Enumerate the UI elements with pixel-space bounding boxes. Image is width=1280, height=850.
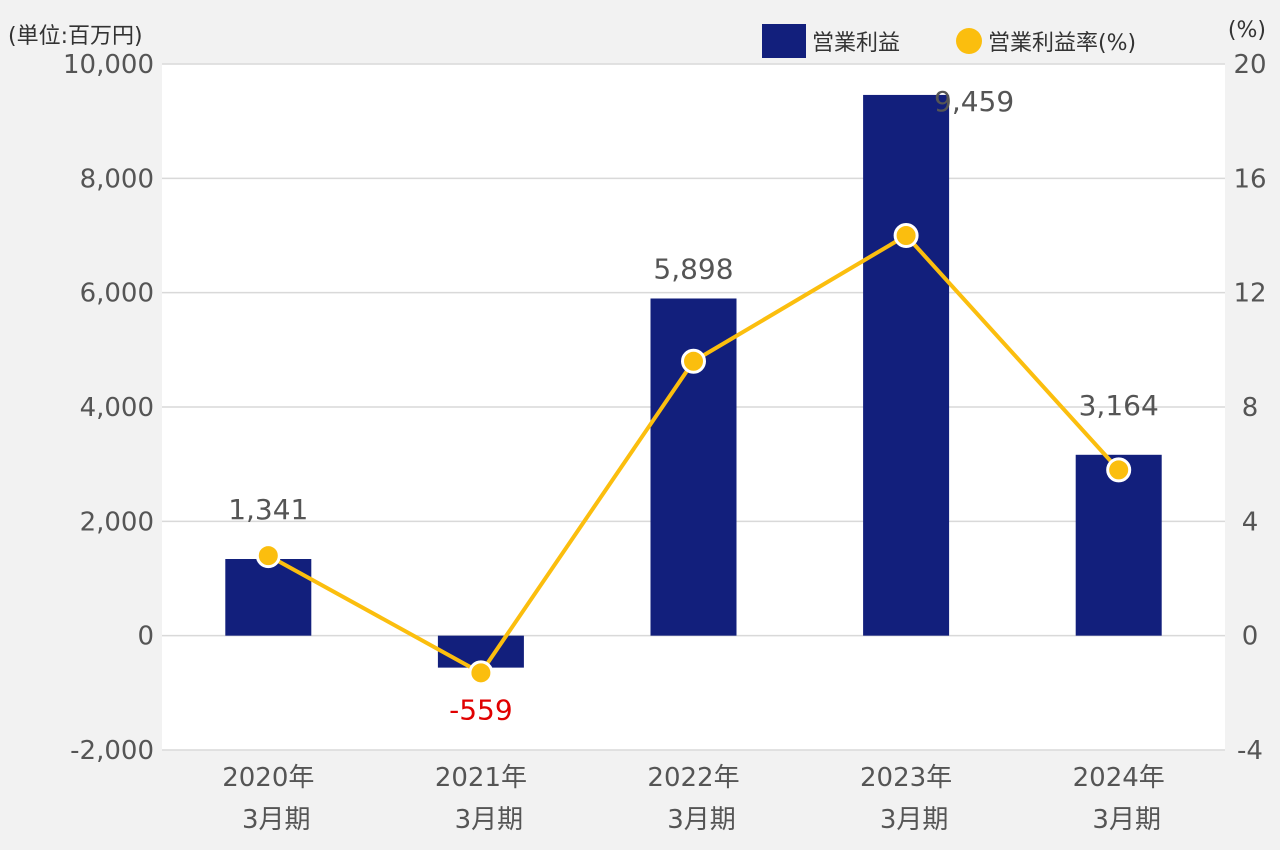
x-tick-label-period: 3月期	[455, 805, 524, 835]
y-left-tick-label: 6,000	[80, 279, 154, 309]
margin-point	[681, 348, 706, 374]
margin-point	[255, 543, 281, 569]
legend-line-label: 営業利益率(%)	[988, 31, 1137, 56]
x-tick-label-period: 3月期	[880, 805, 949, 835]
x-tick-label-period: 3月期	[667, 805, 736, 835]
margin-point	[893, 223, 919, 248]
bar-value-label: 9,459	[934, 85, 1014, 118]
x-tick-label-year: 2021年	[435, 763, 527, 793]
left-axis-unit-label: (単位:百万円)	[8, 24, 143, 49]
x-tick-label-year: 2024年	[1073, 763, 1165, 793]
y-left-tick-label: 2,000	[80, 507, 154, 537]
bar-value-label: 1,341	[228, 493, 308, 526]
x-tick-label-year: 2020年	[222, 763, 314, 793]
y-right-tick-label: 4	[1242, 507, 1259, 537]
y-right-tick-label: 20	[1233, 50, 1266, 80]
y-right-tick-label: 0	[1242, 622, 1259, 652]
legend: 営業利益 営業利益率(%)	[762, 24, 1136, 58]
margin-point	[468, 660, 494, 686]
margin-point	[1106, 457, 1132, 483]
y-right-tick-label: -4	[1237, 736, 1263, 766]
y-right-tick-label: 16	[1233, 164, 1266, 194]
y-left-tick-label: -2,000	[70, 736, 154, 766]
bar	[863, 94, 950, 636]
bar-value-label: -559	[449, 694, 513, 727]
y-left-tick-label: 0	[137, 622, 154, 652]
x-tick-label-year: 2023年	[860, 763, 952, 793]
y-right-tick-label: 8	[1242, 393, 1259, 423]
y-left-tick-label: 8,000	[80, 164, 154, 194]
right-axis-unit-label: (%)	[1227, 18, 1266, 43]
legend-line-swatch	[956, 28, 983, 54]
y-right-tick-label: 12	[1233, 279, 1266, 309]
y-left-tick-label: 10,000	[63, 50, 154, 80]
y-left-tick-label: 4,000	[80, 393, 154, 423]
legend-bar-swatch	[762, 24, 806, 58]
x-tick-label-period: 3月期	[242, 805, 311, 835]
bar-value-label: 3,164	[1079, 389, 1159, 422]
x-tick-label-period: 3月期	[1092, 805, 1161, 835]
legend-bar-label: 営業利益	[812, 31, 901, 56]
bar-value-label: 5,898	[653, 252, 733, 285]
bar	[1075, 454, 1162, 636]
x-tick-label-year: 2022年	[647, 763, 739, 793]
